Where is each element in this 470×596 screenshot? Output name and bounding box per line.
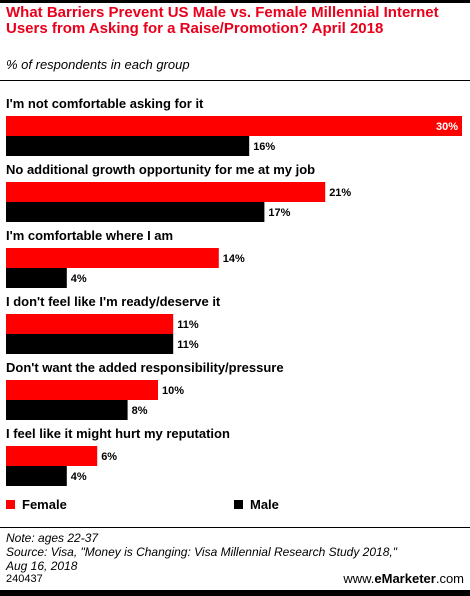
bar-female bbox=[6, 116, 462, 136]
category-label: I'm not comfortable asking for it bbox=[6, 96, 204, 111]
legend-female: Female bbox=[6, 497, 67, 512]
category-label: I'm comfortable where I am bbox=[6, 228, 173, 243]
legend-male-swatch bbox=[234, 500, 243, 509]
value-label-female: 6% bbox=[101, 451, 117, 463]
value-label-male: 11% bbox=[177, 339, 199, 351]
value-label-male: 4% bbox=[71, 471, 87, 483]
bar-male bbox=[6, 334, 174, 354]
brand-name: eMarketer bbox=[374, 571, 436, 586]
value-label-male: 4% bbox=[71, 273, 87, 285]
bar-female bbox=[6, 314, 174, 334]
bar-female bbox=[6, 248, 219, 268]
chart-id: 240437 bbox=[6, 573, 43, 585]
footer-divider bbox=[0, 527, 470, 528]
category-label: No additional growth opportunity for me … bbox=[6, 162, 315, 177]
legend-female-swatch bbox=[6, 500, 15, 509]
note-text: Note: ages 22-37 bbox=[6, 531, 99, 545]
source-text-1: Source: Visa, "Money is Changing: Visa M… bbox=[6, 545, 397, 559]
bar-male bbox=[6, 136, 250, 156]
bar-male bbox=[6, 268, 67, 288]
category-label: I feel like it might hurt my reputation bbox=[6, 426, 230, 441]
value-label-female: 10% bbox=[162, 385, 184, 397]
source-text-2: Aug 16, 2018 bbox=[6, 559, 78, 573]
value-label-female: 21% bbox=[329, 187, 351, 199]
brand-prefix: www. bbox=[343, 571, 375, 586]
bottom-rule bbox=[0, 590, 470, 596]
bar-chart: I'm not comfortable asking for it 30% 16% N… bbox=[6, 96, 462, 486]
value-label-male: 8% bbox=[132, 405, 148, 417]
bar-male bbox=[6, 400, 128, 420]
value-label-male: 17% bbox=[268, 207, 290, 219]
value-label-male: 16% bbox=[253, 141, 275, 153]
category-label: Don't want the added responsibility/pres… bbox=[6, 360, 284, 375]
chart-title: What Barriers Prevent US Male vs. Female… bbox=[6, 4, 439, 37]
legend-male-label: Male bbox=[250, 497, 279, 512]
bar-male bbox=[6, 466, 67, 486]
brand-logo: www.eMarketer.com bbox=[343, 571, 464, 586]
value-label-female: 14% bbox=[223, 253, 245, 265]
chart-notes: Note: ages 22-37 Source: Visa, "Money is… bbox=[6, 531, 397, 573]
legend-male: Male bbox=[234, 497, 279, 512]
header-divider bbox=[0, 80, 470, 81]
value-label-female: 11% bbox=[177, 319, 199, 331]
bar-male bbox=[6, 202, 265, 222]
bar-female bbox=[6, 446, 98, 466]
category-label: I don't feel like I'm ready/deserve it bbox=[6, 294, 221, 309]
legend-female-label: Female bbox=[22, 497, 67, 512]
bar-female bbox=[6, 182, 326, 202]
top-rule bbox=[0, 0, 470, 3]
chart-subtitle: % of respondents in each group bbox=[6, 57, 190, 72]
bar-female bbox=[6, 380, 158, 400]
brand-suffix: .com bbox=[435, 571, 464, 586]
value-label-female: 30% bbox=[436, 121, 458, 133]
